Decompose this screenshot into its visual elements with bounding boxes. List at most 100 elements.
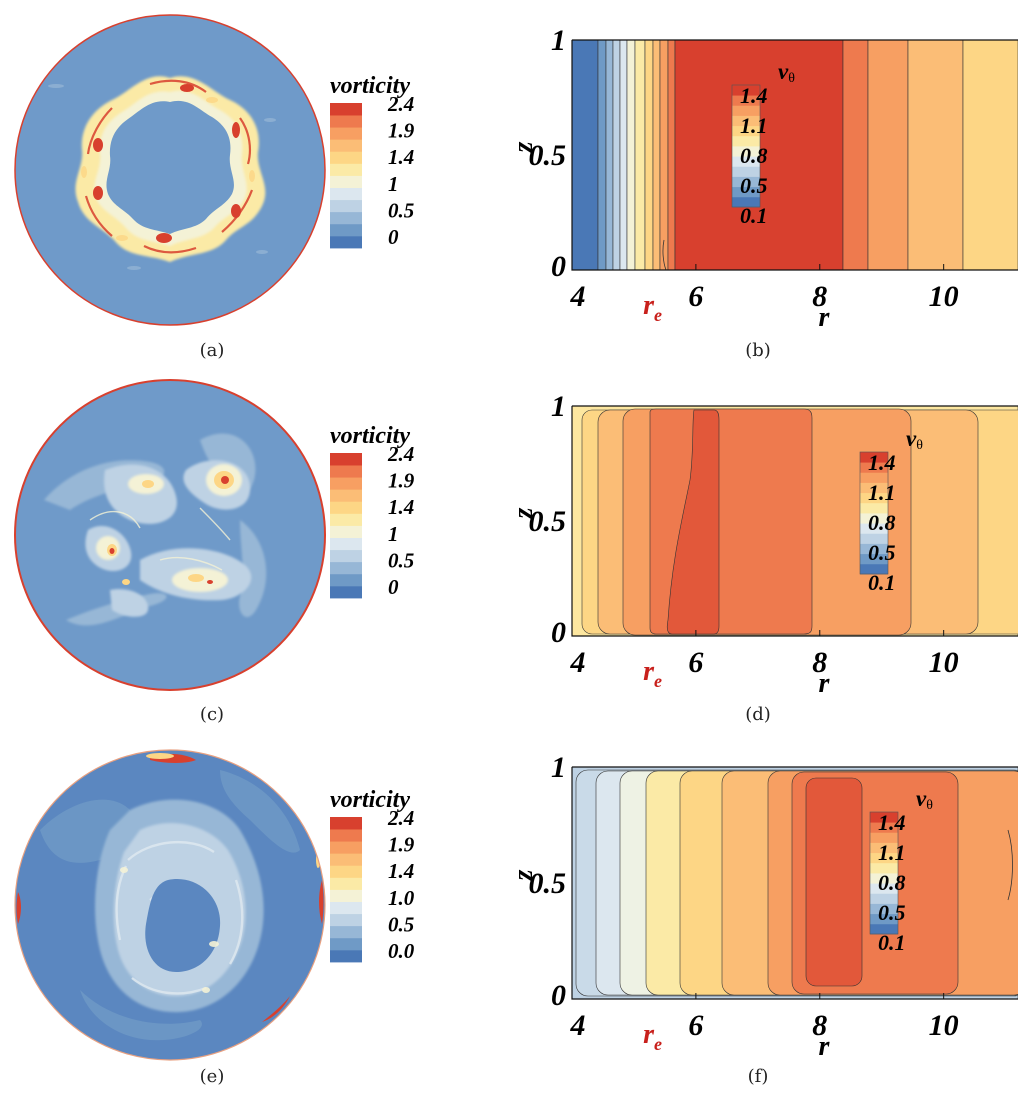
legend-swatch — [870, 923, 898, 935]
x-tick-label: 8 — [812, 1009, 827, 1042]
legend-swatch — [870, 913, 898, 925]
legend-swatch — [330, 163, 362, 176]
legend-swatch — [330, 573, 362, 587]
y-tick-label: 0.5 — [529, 505, 567, 538]
legend-swatch — [732, 95, 760, 106]
re-marker-label: re — [643, 656, 662, 691]
legend-swatch — [870, 842, 898, 854]
legend-tick-label: 1.4 — [388, 495, 414, 519]
legend-swatch — [330, 913, 362, 927]
legend-swatch — [732, 146, 760, 157]
legend-swatch — [860, 543, 888, 555]
legend-swatch — [330, 925, 362, 939]
legend-swatch — [860, 513, 888, 524]
caption-e: (e) — [200, 1066, 225, 1087]
legend-swatch — [330, 549, 362, 563]
legend-swatch — [330, 949, 362, 963]
y-tick-label: 0.5 — [529, 867, 567, 900]
caption-c: (c) — [200, 704, 224, 725]
legend-tick-label: 1.4 — [388, 859, 414, 883]
legend-swatch — [330, 223, 362, 237]
x-axis-label: r — [819, 1031, 831, 1062]
legend-swatch — [732, 135, 760, 147]
legend-swatch — [870, 822, 898, 833]
legend-swatch — [330, 537, 362, 551]
contour-bands — [571, 405, 1018, 637]
legend-swatch — [330, 453, 362, 466]
legend-tick-label: 1.4 — [740, 83, 768, 108]
legend-swatch — [870, 832, 898, 843]
legend-swatch — [330, 877, 362, 890]
legend-swatch — [860, 553, 888, 565]
y-axis-label: z — [508, 141, 539, 153]
legend-tick-label: 0.8 — [740, 143, 768, 168]
legend-swatch — [870, 873, 898, 884]
legend-tick-label: 0.5 — [388, 912, 414, 936]
y-tick-label: 1 — [551, 390, 566, 423]
legend-swatch — [330, 561, 362, 575]
re-marker-label: re — [643, 1019, 662, 1054]
legend-swatch — [870, 893, 898, 904]
legend-swatch — [330, 841, 362, 854]
legend-swatch — [732, 105, 760, 116]
legend-tick-label: 0.0 — [388, 939, 415, 963]
vtheta-legend: vθ1.41.10.80.50.1 — [731, 59, 795, 228]
contour-bands — [571, 766, 1018, 1000]
x-tick-label: 10 — [929, 1009, 959, 1042]
legend-tick-label: 1.4 — [878, 810, 906, 835]
caption-f: (f) — [748, 1066, 769, 1087]
legend-swatch — [870, 903, 898, 915]
x-tick-label: 8 — [812, 280, 827, 313]
y-tick-label: 0 — [551, 250, 566, 283]
legend-tick-label: 0.8 — [868, 510, 896, 535]
legend-swatch — [330, 501, 362, 514]
legend-swatch — [330, 889, 362, 902]
legend-swatch — [860, 472, 888, 483]
legend-swatch — [330, 115, 362, 128]
legend-title: vorticity — [330, 787, 410, 813]
legend-tick-label: 2.4 — [387, 92, 414, 116]
legend-swatch — [870, 862, 898, 874]
legend-tick-label: 1.9 — [388, 833, 415, 857]
x-tick-label: 6 — [688, 280, 703, 313]
legend-swatch — [732, 176, 760, 188]
y-tick-label: 1 — [551, 24, 566, 57]
plot-axes: 4 6 8 10 0 0.5 1 r z re — [508, 751, 1018, 1062]
legend-swatch — [860, 502, 888, 514]
legend-tick-label: 2.4 — [387, 442, 414, 466]
legend-swatch — [732, 196, 760, 208]
legend-swatch — [870, 852, 898, 864]
legend-swatch — [330, 477, 362, 490]
legend-swatch — [330, 199, 362, 213]
legend-swatch — [330, 465, 362, 478]
plot-axes: 4 6 8 10 0 0.5 1 r z re — [508, 24, 1018, 333]
legend-swatch — [330, 211, 362, 225]
legend-swatch — [860, 452, 888, 463]
legend-swatch — [330, 513, 362, 526]
legend-swatch — [330, 525, 362, 538]
legend-swatch — [870, 883, 898, 894]
x-axis-label: r — [819, 302, 831, 333]
legend-tick-label: 2.4 — [387, 806, 414, 830]
legend-tick-label: 1.4 — [868, 450, 896, 475]
x-tick-label: 4 — [570, 1009, 586, 1042]
legend-tick-label: 0.5 — [878, 900, 906, 925]
legend-tick-label: 1 — [388, 172, 399, 196]
legend-tick-label: 0.5 — [388, 198, 414, 222]
legend-swatch — [330, 817, 362, 830]
legend-swatch — [330, 127, 362, 140]
legend-swatch — [330, 585, 362, 599]
y-tick-label: 0 — [551, 979, 566, 1012]
legend-swatch — [732, 186, 760, 198]
legend-tick-label: 1.9 — [388, 119, 415, 143]
legend-tick-label: 0 — [388, 225, 399, 249]
legend-swatch — [330, 187, 362, 201]
legend-swatch — [330, 937, 362, 951]
legend-swatch — [860, 533, 888, 544]
